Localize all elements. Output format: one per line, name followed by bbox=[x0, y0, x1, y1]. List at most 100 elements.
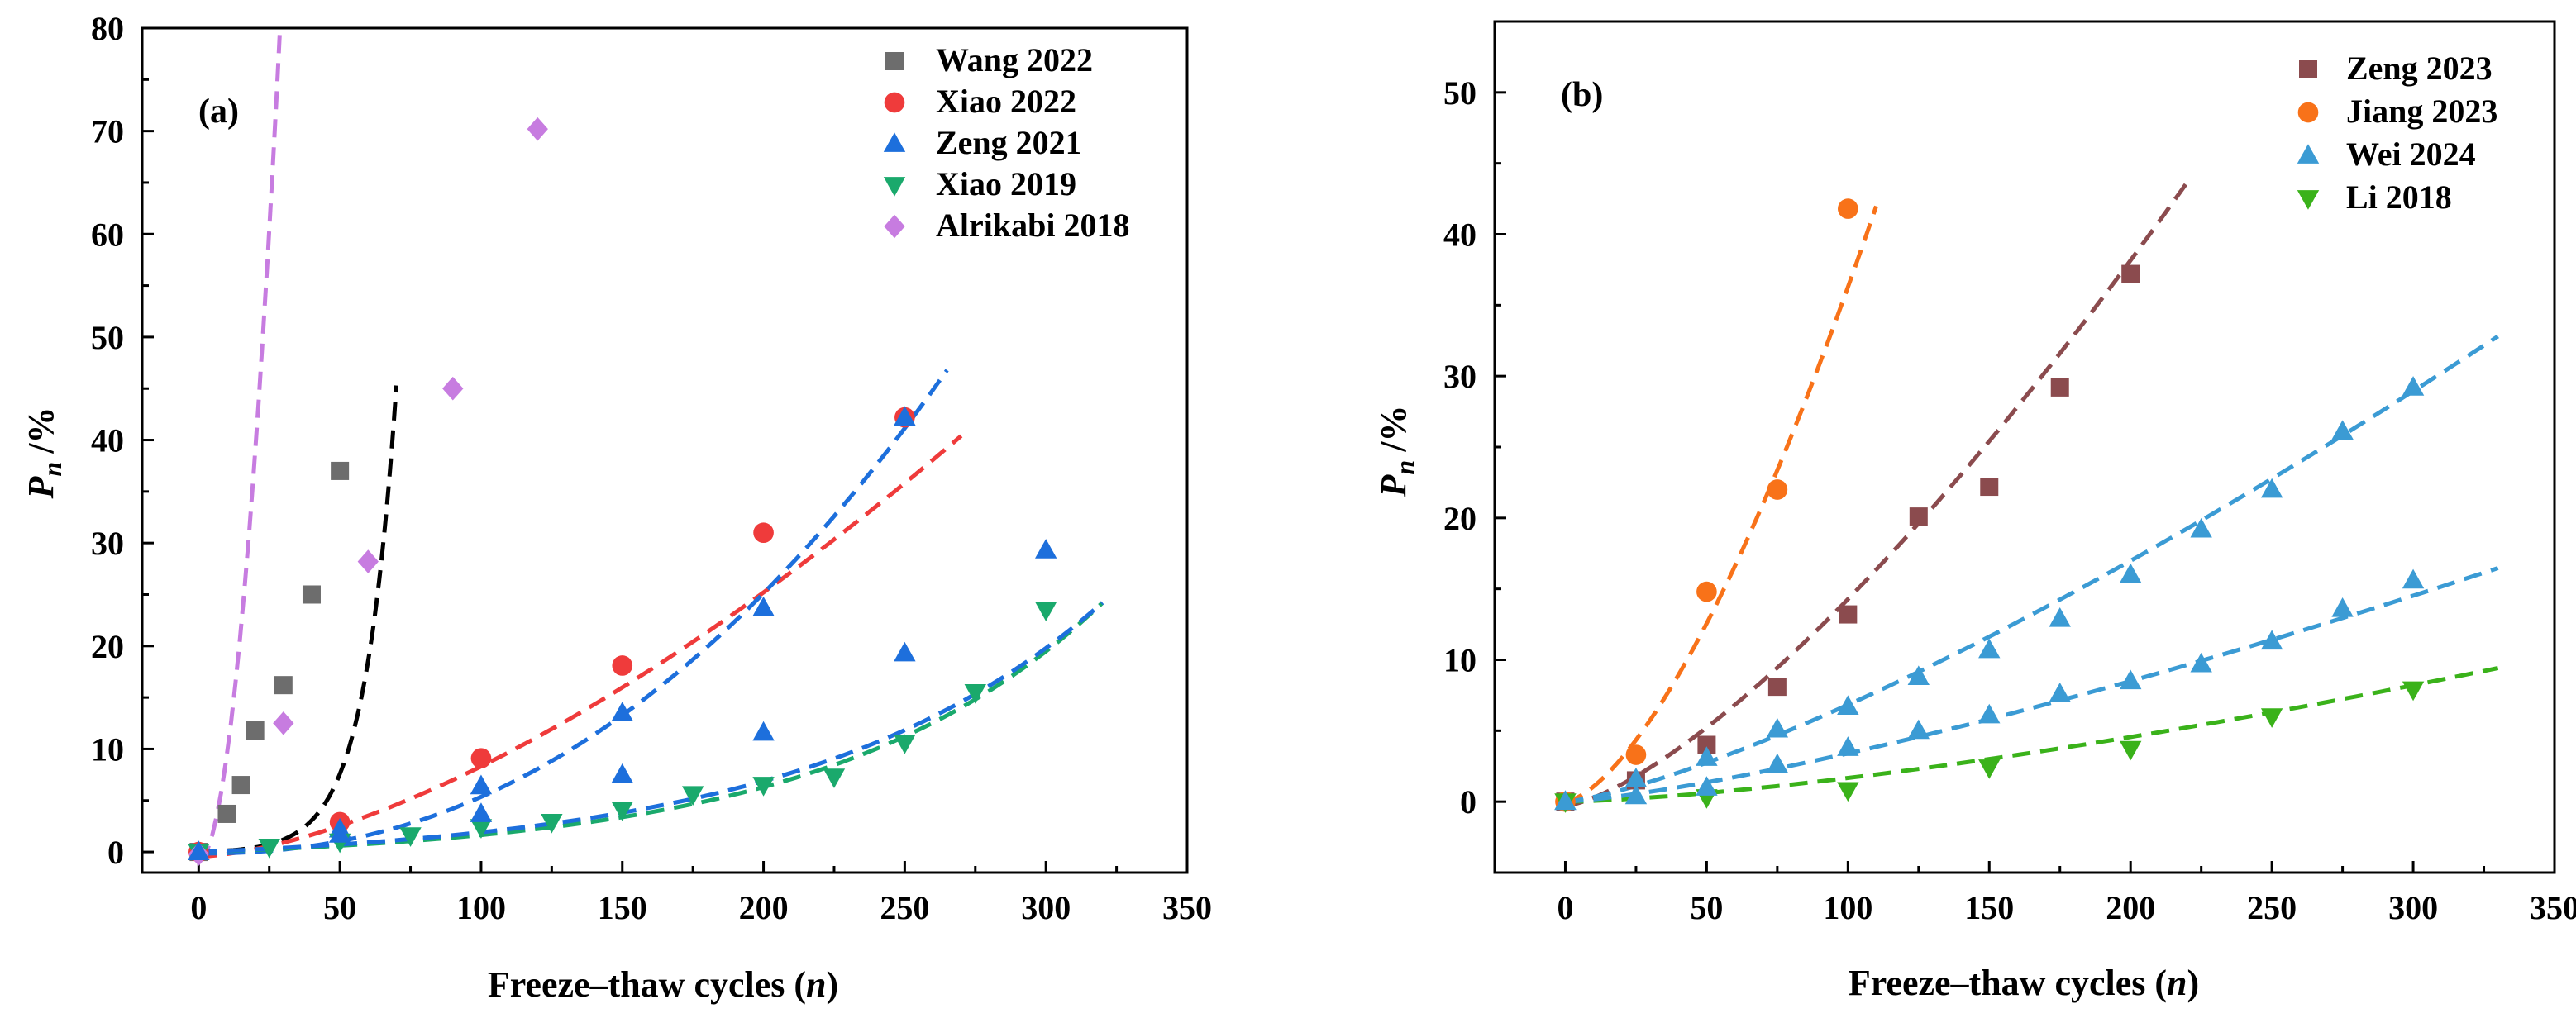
panel-b-series-3-point-4 bbox=[2120, 740, 2142, 761]
panel-a-series-5-point-4 bbox=[752, 721, 775, 741]
panel-b-x-axis-title-var: n bbox=[2167, 963, 2187, 1003]
panel-a-y-tick-label-70: 70 bbox=[91, 113, 124, 150]
panel-a-y-tick-label-30: 30 bbox=[91, 525, 124, 562]
panel-b-series-2-point-12 bbox=[2402, 376, 2425, 396]
panel-b-series-3-point-6 bbox=[2402, 681, 2425, 702]
panel-a-series-0-point-2 bbox=[231, 776, 250, 795]
panel-b-legend-label-2: Wei 2024 bbox=[2346, 136, 2476, 173]
panel-b-series-4-point-4 bbox=[1837, 736, 1859, 756]
panel-b-x-axis-title: Freeze–thaw cycles (n) bbox=[1849, 963, 2199, 1003]
panel-a-legend-marker-4 bbox=[884, 214, 905, 239]
panel-b-y-axis-title-symbol: P bbox=[1373, 473, 1414, 497]
panel-a-series-2-point-5 bbox=[894, 406, 916, 426]
panel-a-x-tick-label-200: 200 bbox=[739, 889, 789, 926]
panel-a-series-0-point-1 bbox=[217, 804, 236, 823]
panel-a-series-3-point-7 bbox=[681, 786, 704, 806]
panel-a-fit-line-0 bbox=[198, 385, 398, 854]
panel-a-legend-label-0: Wang 2022 bbox=[936, 41, 1093, 78]
panel-a-x-tick-label-100: 100 bbox=[456, 889, 506, 926]
panel-a-series-0-point-6 bbox=[331, 461, 350, 480]
panel-a-y-tick-label-0: 0 bbox=[107, 834, 124, 871]
panel-b-y-tick-label-0: 0 bbox=[1460, 783, 1476, 821]
panel-a-y-axis-title-symbol: P bbox=[21, 475, 61, 499]
panel-b-legend-label-3: Li 2018 bbox=[2346, 178, 2452, 216]
panel-a-fit-line-4 bbox=[197, 28, 283, 863]
panel-a-legend-marker-0 bbox=[885, 52, 904, 70]
panel-a-series-0-point-4 bbox=[274, 676, 293, 695]
panel-a-series-5-point-1 bbox=[328, 823, 351, 843]
panel-b-fit-line-4 bbox=[1565, 566, 2499, 804]
panel-a-x-axis-title: Freeze–thaw cycles (n) bbox=[488, 964, 838, 1005]
panel-b-legend-label-0: Zeng 2023 bbox=[2346, 50, 2493, 87]
panel-b-series-3-point-2 bbox=[1837, 782, 1859, 802]
panel-b-x-tick-label-50: 50 bbox=[1690, 889, 1723, 926]
panel-b-series-2-point-10 bbox=[2260, 478, 2283, 498]
panel-b-series-4-point-2 bbox=[1696, 776, 1718, 796]
panel-b-series-3-point-5 bbox=[2260, 708, 2283, 728]
panel-b-x-axis-title-close: ) bbox=[2187, 963, 2200, 1003]
panel-a-series-4-point-3 bbox=[442, 376, 464, 401]
panel-b-series-4-point-11 bbox=[2331, 597, 2354, 617]
panel-a-series-3-point-10 bbox=[894, 735, 916, 754]
panel-b-legend-label-1: Jiang 2023 bbox=[2346, 93, 2497, 130]
panel-b-y-tick-label-30: 30 bbox=[1443, 358, 1476, 395]
panel-b-series-4-point-3 bbox=[1766, 753, 1789, 773]
panel-a-series-2-point-3 bbox=[611, 702, 633, 721]
panel-a-legend-label-3: Xiao 2019 bbox=[936, 165, 1076, 202]
panel-b-series-2-point-8 bbox=[2120, 563, 2142, 583]
panel-b-series-1-point-1 bbox=[1625, 744, 1647, 765]
panel-a-series-3-point-4 bbox=[470, 819, 493, 839]
panel-b-series-4-point-5 bbox=[1907, 719, 1930, 740]
panel-b-series-2-point-2 bbox=[1696, 746, 1718, 766]
panel-a-fit-line-1 bbox=[198, 434, 963, 859]
panel-b-series-0-point-3 bbox=[1767, 678, 1787, 697]
panel-b-legend-marker-1 bbox=[2297, 102, 2319, 123]
panel-b-y-tick-label-10: 10 bbox=[1443, 642, 1476, 679]
panel-b-series-4-point-7 bbox=[2049, 682, 2071, 702]
panel-b-y-tick-label-50: 50 bbox=[1443, 74, 1476, 112]
panel-b-series-0-point-5 bbox=[1909, 507, 1928, 526]
panel-b-y-axis-title-unit: /% bbox=[1373, 406, 1414, 453]
panel-a-fit-curves bbox=[197, 28, 1104, 863]
panel-b: (b) Freeze–thaw cycles (n) Pn/% 0 50 100 15… bbox=[1373, 20, 2576, 1003]
panel-b-series-4-point-9 bbox=[2190, 652, 2212, 673]
panel-b-series-0-point-4 bbox=[1839, 605, 1858, 624]
panel-a-legend: Wang 2022 Xiao 2022 Zeng 2021 Xiao 2019 Alri… bbox=[883, 41, 1129, 244]
panel-b-series-4-point-10 bbox=[2260, 630, 2283, 650]
panel-a-series-4-point-1 bbox=[273, 711, 294, 735]
panel-a-series-3-point-11 bbox=[964, 683, 986, 704]
panel-a-series-1-point-3 bbox=[612, 655, 633, 676]
panel-a-series-5-point-3 bbox=[611, 763, 633, 783]
panel-b-series-4-point-8 bbox=[2120, 669, 2142, 690]
panel-a-x-tick-label-300: 300 bbox=[1021, 889, 1071, 926]
panel-a-series-5-point-5 bbox=[894, 641, 916, 662]
panel-a-y-tick-label-40: 40 bbox=[91, 422, 124, 459]
panel-a-series-5-point-0 bbox=[188, 840, 210, 860]
panel-b-x-axis-title-text: Freeze–thaw cycles ( bbox=[1849, 963, 2167, 1003]
panel-a-label: (a) bbox=[198, 93, 239, 131]
panel-a-series-5-point-6 bbox=[1034, 539, 1057, 559]
panel-b-series-0-point-6 bbox=[1980, 478, 1999, 497]
panel-b-series-4-point-12 bbox=[2402, 568, 2425, 589]
panel-b-series-2-point-9 bbox=[2190, 517, 2212, 538]
panel-b-y-tick-label-20: 20 bbox=[1443, 500, 1476, 537]
panel-b-fit-line-2 bbox=[1565, 334, 2499, 804]
panel-b-series-2-point-7 bbox=[2049, 607, 2071, 627]
panel-b-series-2-point-1 bbox=[1624, 767, 1648, 787]
panel-b-series-1-point-3 bbox=[1767, 479, 1788, 500]
panel-a-x-tick-label-0: 0 bbox=[190, 889, 207, 926]
panel-a-series-4-point-4 bbox=[527, 117, 548, 141]
panel-b-legend: Zeng 2023 Jiang 2023 Wei 2024 Li 2018 bbox=[2297, 50, 2497, 216]
panel-b-series-2-point-11 bbox=[2331, 420, 2354, 440]
panel-b-series-0-point-8 bbox=[2121, 264, 2140, 283]
panel-a-legend-marker-1 bbox=[884, 92, 905, 113]
panel-b-fit-line-3 bbox=[1565, 666, 2499, 804]
panel-a-fit-line-5 bbox=[198, 601, 1104, 854]
panel-b-fit-line-1 bbox=[1565, 205, 1878, 804]
panel-a: (a) Freeze–thaw cycles (n) Pn/% 0 50 100 15… bbox=[21, 10, 1212, 1005]
panel-a-y-axis-title: Pn /% bbox=[21, 407, 67, 500]
panel-b-x-tick-label-100: 100 bbox=[1823, 889, 1872, 926]
panel-b-series-4-point-0 bbox=[1554, 790, 1577, 811]
panel-b-label: (b) bbox=[1561, 76, 1603, 114]
